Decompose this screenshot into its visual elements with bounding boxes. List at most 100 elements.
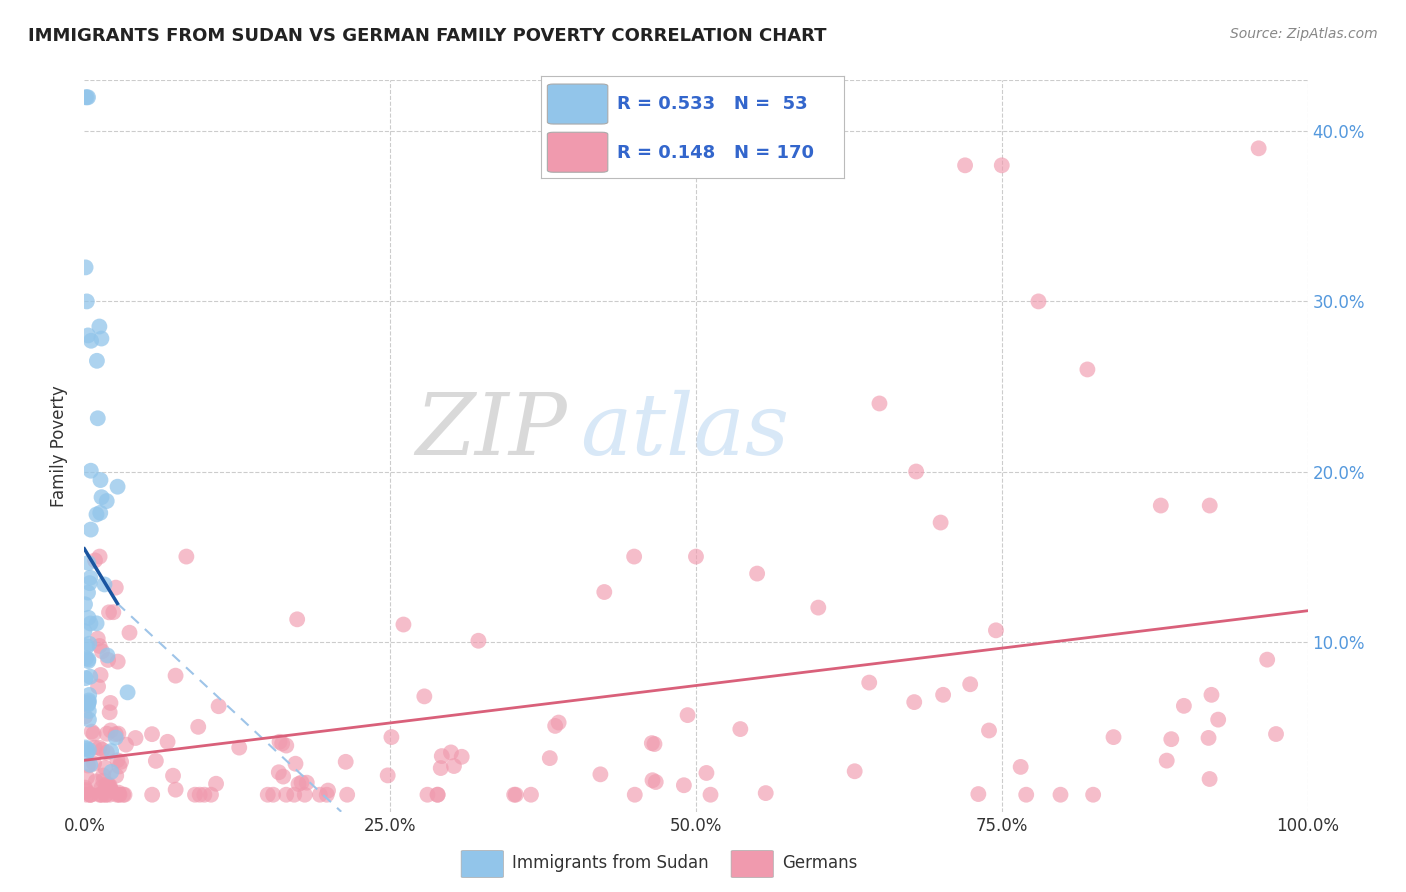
Point xyxy=(100,744,122,758)
Point xyxy=(112,788,135,802)
Text: R = 0.533   N =  53: R = 0.533 N = 53 xyxy=(617,95,807,112)
Point xyxy=(1010,760,1032,774)
Point xyxy=(285,612,308,626)
Point xyxy=(205,777,228,791)
Point xyxy=(105,753,128,767)
Point xyxy=(380,730,402,744)
Point xyxy=(89,549,111,564)
Point xyxy=(94,761,117,775)
Point xyxy=(844,764,866,779)
Point xyxy=(77,328,100,343)
Point xyxy=(96,746,118,760)
Point xyxy=(77,556,100,570)
Point xyxy=(90,788,112,802)
Point xyxy=(90,668,112,682)
Point xyxy=(77,713,100,727)
Point xyxy=(858,675,880,690)
Point xyxy=(467,633,489,648)
Point xyxy=(755,786,778,800)
FancyBboxPatch shape xyxy=(547,132,607,172)
Point xyxy=(96,727,118,741)
Point xyxy=(392,617,415,632)
Point xyxy=(104,581,127,595)
Point xyxy=(1201,688,1223,702)
Point xyxy=(184,788,207,802)
Point xyxy=(76,788,98,802)
Point xyxy=(644,775,666,789)
Point xyxy=(505,788,527,802)
Point xyxy=(1198,731,1220,745)
Point xyxy=(75,696,97,710)
Point xyxy=(416,788,439,802)
Point xyxy=(91,788,114,802)
Point xyxy=(316,783,339,797)
Point xyxy=(94,788,117,802)
Point xyxy=(643,737,665,751)
Text: IMMIGRANTS FROM SUDAN VS GERMAN FAMILY POVERTY CORRELATION CHART: IMMIGRANTS FROM SUDAN VS GERMAN FAMILY P… xyxy=(28,27,827,45)
Text: R = 0.148   N = 170: R = 0.148 N = 170 xyxy=(617,144,814,161)
Point xyxy=(97,778,120,792)
Point xyxy=(90,490,112,504)
Point xyxy=(807,600,830,615)
Point xyxy=(79,788,101,802)
Point xyxy=(315,788,337,802)
Point xyxy=(79,616,101,631)
Point xyxy=(98,779,121,793)
Point xyxy=(79,576,101,591)
Point xyxy=(187,720,209,734)
Point xyxy=(290,775,312,789)
Point xyxy=(108,788,131,802)
Point xyxy=(77,704,100,718)
Point xyxy=(1028,294,1050,309)
Point xyxy=(75,742,97,756)
Point xyxy=(1160,732,1182,747)
FancyBboxPatch shape xyxy=(547,84,607,124)
Point xyxy=(176,549,198,564)
Point xyxy=(538,751,561,765)
Point xyxy=(89,473,111,487)
Point xyxy=(76,640,98,654)
Point xyxy=(77,758,100,772)
Point xyxy=(162,769,184,783)
Point xyxy=(991,158,1014,172)
Point xyxy=(145,754,167,768)
Point xyxy=(267,765,290,780)
Point xyxy=(87,680,110,694)
Point xyxy=(97,653,120,667)
Point xyxy=(75,782,97,797)
Point xyxy=(73,780,96,795)
Point xyxy=(1198,772,1220,786)
Point xyxy=(77,688,100,702)
Point xyxy=(443,759,465,773)
Point xyxy=(77,585,100,599)
Point xyxy=(256,788,278,802)
Point xyxy=(276,739,298,753)
Point xyxy=(103,605,125,619)
Point xyxy=(107,786,129,800)
Point xyxy=(295,775,318,789)
Point xyxy=(141,727,163,741)
Point xyxy=(75,90,97,104)
Point xyxy=(75,260,97,275)
Point xyxy=(959,677,981,691)
Point xyxy=(193,788,215,802)
Point xyxy=(747,566,769,581)
Point xyxy=(520,788,543,802)
Point xyxy=(87,632,110,646)
Point xyxy=(165,668,187,682)
Point xyxy=(699,788,721,802)
Point xyxy=(1156,754,1178,768)
Point xyxy=(413,690,436,704)
Point xyxy=(426,788,449,802)
Point xyxy=(91,644,114,658)
Text: Source: ZipAtlas.com: Source: ZipAtlas.com xyxy=(1230,27,1378,41)
Point xyxy=(114,788,136,802)
Point xyxy=(107,655,129,669)
Point xyxy=(105,788,128,802)
Point xyxy=(104,727,127,741)
Point xyxy=(84,553,107,567)
Point xyxy=(98,780,121,795)
Point xyxy=(76,90,98,104)
Point xyxy=(118,625,141,640)
Point xyxy=(165,782,187,797)
